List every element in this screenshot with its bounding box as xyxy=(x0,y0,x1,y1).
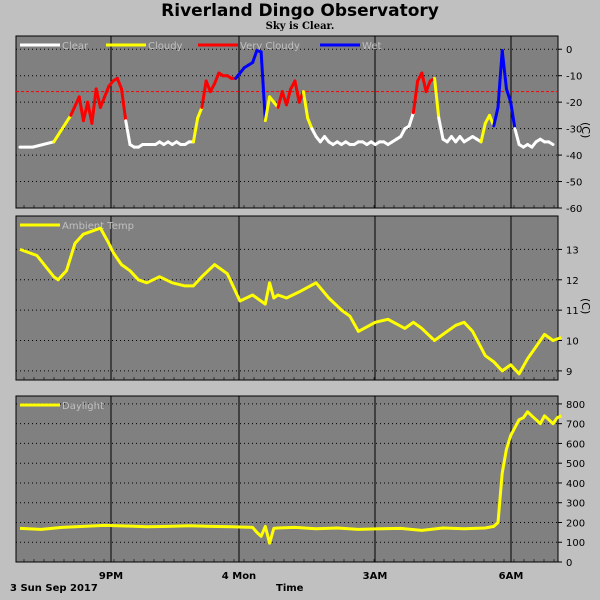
plot-area xyxy=(15,35,559,209)
cloud-series-segment xyxy=(513,127,521,146)
cloud-series-segment xyxy=(411,79,420,115)
y-tick-label: 10 xyxy=(566,337,579,348)
cloud-series-segment xyxy=(52,127,64,144)
x-tick-label: 4 Mon xyxy=(222,571,256,582)
legend-label: Ambient Temp xyxy=(62,221,134,232)
y-tick-label: 0 xyxy=(566,45,572,56)
cloud-series-segment xyxy=(98,95,107,109)
y-tick-label: 400 xyxy=(566,479,585,490)
y-tick-label: 11 xyxy=(566,306,579,317)
y-tick-label: 200 xyxy=(566,518,585,529)
y-tick-label: -20 xyxy=(566,98,582,109)
cloud-series-segment xyxy=(90,87,98,125)
y-tick-label: -10 xyxy=(566,72,582,83)
cloud-series-segment xyxy=(251,49,259,64)
y-tick-label: 700 xyxy=(566,420,585,431)
cloud-series-segment xyxy=(420,71,428,94)
sky-status: Sky is Clear. xyxy=(265,21,335,32)
y-tick-label: 500 xyxy=(566,459,585,470)
plot-area xyxy=(15,395,559,563)
cloud-series-segment xyxy=(437,116,445,141)
y-tick-label: 12 xyxy=(566,276,579,287)
y-tick-label: -40 xyxy=(566,151,582,162)
legend-label: Daylight xyxy=(62,401,104,412)
cloud-series-segment xyxy=(200,79,208,109)
cloud-series-segment xyxy=(31,140,56,149)
cloud-series-segment xyxy=(103,84,111,99)
legend-label: Wet xyxy=(362,41,381,52)
footer-date: 3 Sun Sep 2017 xyxy=(10,583,98,594)
y-tick-label: 0 xyxy=(566,558,572,569)
cloud-series-segment xyxy=(479,121,487,144)
y-tick-label: 100 xyxy=(566,538,585,549)
cloud-series-segment xyxy=(124,119,132,146)
cloud-series-segment xyxy=(115,76,124,91)
cloud-series-segment xyxy=(196,105,204,120)
cloud-series-segment xyxy=(213,71,221,86)
cloud-series-segment xyxy=(306,116,314,131)
x-tick-label: 9PM xyxy=(99,571,123,582)
y-tick-label: -60 xyxy=(566,204,582,215)
cloud-series-segment xyxy=(69,95,81,117)
cloud-series-segment xyxy=(120,87,128,123)
cloud-series-segment xyxy=(433,76,441,120)
cloud-series-segment xyxy=(509,100,517,131)
y-axis-label: (C) xyxy=(579,298,592,314)
cloud-series-segment xyxy=(496,49,504,109)
legend-label: Cloudy xyxy=(148,41,183,52)
footer-time-label: Time xyxy=(276,583,304,594)
cloud-series-segment xyxy=(191,116,200,144)
y-tick-label: -50 xyxy=(566,178,582,189)
cloud-series-segment xyxy=(407,111,415,128)
y-tick-label: 300 xyxy=(566,499,585,510)
cloud-series-segment xyxy=(94,87,102,109)
cloud-series-segment xyxy=(492,105,500,128)
cloud-series-segment xyxy=(60,113,73,131)
cloud-series-segment xyxy=(293,79,301,104)
cloud-series-segment xyxy=(263,95,272,123)
page-title: Riverland Dingo Observatory xyxy=(161,1,439,21)
legend-label: Clear xyxy=(62,41,89,52)
cloud-series-segment xyxy=(77,95,85,123)
legend-label: Very Cloudy xyxy=(240,41,300,52)
x-tick-label: 6AM xyxy=(499,571,524,582)
y-axis-label: (C) xyxy=(579,122,592,138)
ambient-temp-series-line xyxy=(19,226,562,376)
y-tick-label: -30 xyxy=(566,125,582,136)
cloud-series-segment xyxy=(301,90,310,120)
cloud-series-segment xyxy=(259,50,267,123)
cloud-series-segment xyxy=(424,79,432,94)
cloud-series-segment xyxy=(547,140,555,146)
cloud-series-segment xyxy=(284,87,293,107)
y-tick-label: 600 xyxy=(566,439,585,450)
y-tick-label: 800 xyxy=(566,400,585,411)
y-tick-label: 13 xyxy=(566,245,579,256)
y-tick-label: 9 xyxy=(566,367,572,378)
cloud-series-segment xyxy=(500,49,508,91)
cloud-series-segment xyxy=(504,87,513,104)
daylight-series-line xyxy=(19,410,563,545)
x-tick-label: 3AM xyxy=(363,571,388,582)
